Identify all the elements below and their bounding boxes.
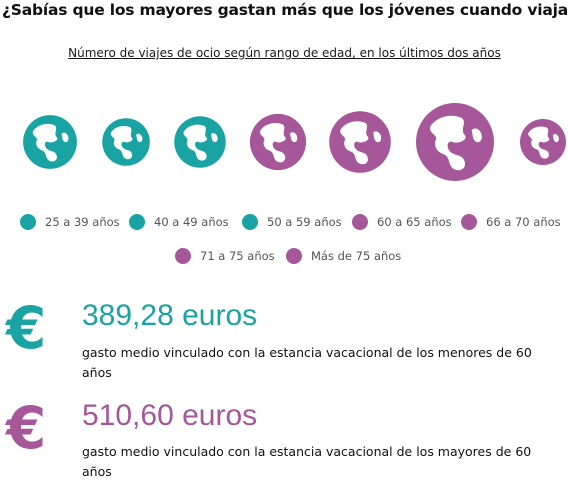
continent-shape: [429, 115, 482, 171]
globe-bubble: 40 a 49 años: [102, 118, 150, 166]
legend-label: 25 a 39 años: [45, 215, 120, 229]
stat-amount-under-60: 389,28 euros: [82, 299, 258, 332]
legend-item: 71 a 75 años: [175, 245, 275, 267]
euro-icon: €: [6, 394, 47, 462]
legend-swatch: [129, 214, 145, 230]
infographic-headline: ¿Sabías que los mayores gastan más que l…: [2, 1, 569, 19]
legend-label: 40 a 49 años: [154, 215, 229, 229]
continent-shape: [528, 126, 559, 159]
legend-item: 50 a 59 años: [242, 211, 342, 233]
legend-swatch: [20, 214, 36, 230]
globe-bubble: Más de 75 años: [519, 118, 567, 166]
legend-swatch: [286, 248, 302, 264]
globe-bubble: 60 a 65 años: [249, 113, 307, 171]
continent-shape: [32, 123, 69, 162]
euro-icon: €: [6, 294, 47, 362]
legend-label: 71 a 75 años: [200, 249, 275, 263]
legend-label: Más de 75 años: [311, 249, 402, 263]
continent-shape: [259, 123, 298, 163]
legend-item: 40 a 49 años: [129, 211, 229, 233]
chart-title: Número de viajes de ocio según rango de …: [68, 46, 501, 60]
globe-bubble: 50 a 59 años: [174, 116, 226, 168]
continent-shape: [340, 121, 382, 165]
legend-swatch: [352, 214, 368, 230]
continent-shape: [110, 125, 143, 160]
legend-label: 50 a 59 años: [267, 215, 342, 229]
stat-description-over-60: gasto medio vinculado con la estancia va…: [82, 444, 532, 479]
stat-amount-over-60: 510,60 euros: [82, 399, 258, 432]
legend-swatch: [175, 248, 191, 264]
globe-bubble: 71 a 75 años: [416, 103, 494, 181]
legend-item: 60 a 65 años: [352, 211, 452, 233]
globe-bubble: 25 a 39 años: [23, 115, 77, 169]
legend-row-1: 25 a 39 años 40 a 49 años 50 a 59 años 6…: [0, 211, 569, 233]
bubble-chart: 25 a 39 años 40 a 49 años 50 a 59 años 60 a…: [23, 103, 567, 181]
legend-item: Más de 75 años: [286, 245, 401, 267]
globe-bubble: 66 a 70 años: [329, 111, 391, 173]
legend-item: 25 a 39 años: [20, 211, 120, 233]
legend-item: 66 a 70 años: [461, 211, 561, 233]
continent-shape: [183, 124, 218, 161]
legend-swatch: [242, 214, 258, 230]
stat-description-under-60: gasto medio vinculado con la estancia va…: [82, 345, 532, 380]
legend-row-2: 71 a 75 años Más de 75 años: [0, 245, 569, 267]
legend-swatch: [461, 214, 477, 230]
legend-label: 60 a 65 años: [377, 215, 452, 229]
legend-label: 66 a 70 años: [486, 215, 561, 229]
